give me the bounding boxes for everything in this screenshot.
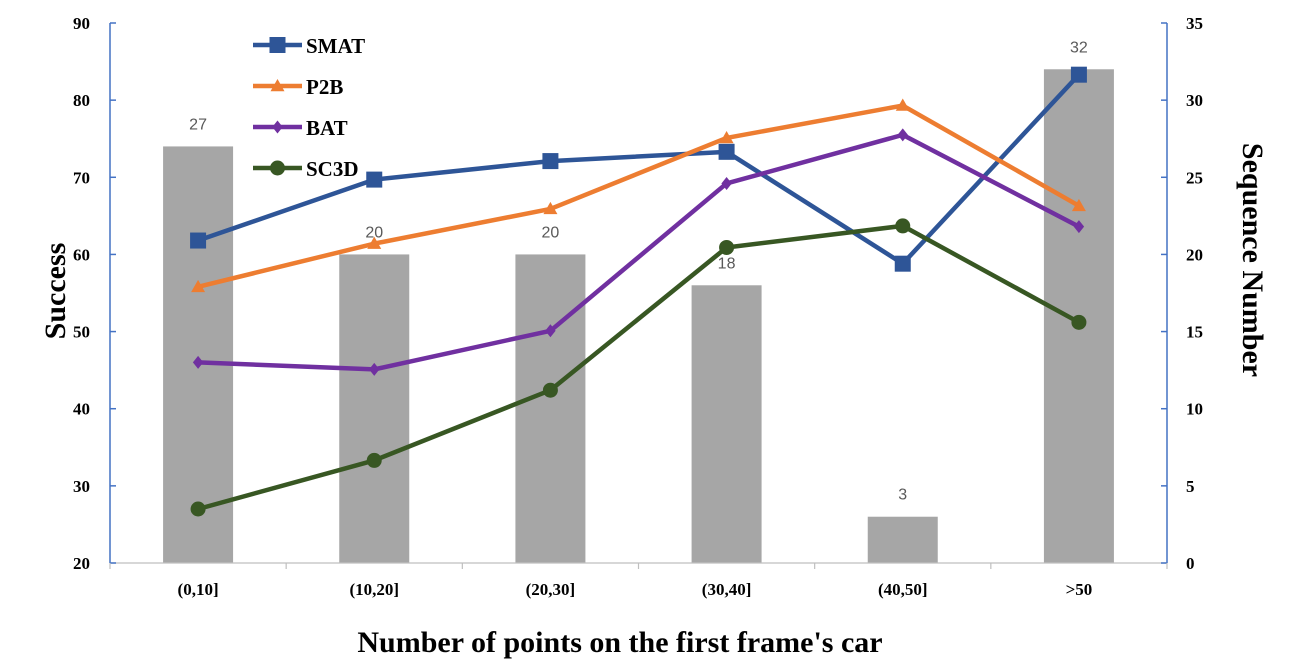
bar-data-label: 27 — [189, 116, 207, 133]
point-bat-2 — [545, 324, 556, 338]
y-tick-label: 50 — [73, 323, 90, 342]
bar-data-label: 18 — [718, 255, 736, 272]
y-tick-label: 20 — [73, 554, 90, 573]
y2-tick-label: 30 — [1186, 91, 1203, 110]
y-tick-label: 40 — [73, 400, 90, 419]
legend-label-sc3d: SC3D — [306, 157, 359, 181]
series-line-bat — [195, 132, 1082, 372]
bar-1 — [339, 254, 410, 563]
x-tick-label: (0,10] — [178, 580, 219, 599]
bar-3 — [691, 285, 762, 563]
x-axis-title: Number of points on the first frame's ca… — [357, 626, 882, 659]
y2-tick-label: 35 — [1186, 14, 1203, 33]
point-bat-4 — [897, 128, 908, 142]
bar-data-label: 3 — [898, 487, 907, 504]
point-bat-0 — [192, 355, 204, 369]
point-bat-5 — [1073, 220, 1085, 234]
y-tick-label: 90 — [73, 14, 90, 33]
point-p2b-0 — [191, 279, 206, 293]
point-smat-0 — [190, 232, 207, 249]
bar-0 — [163, 146, 234, 563]
y-tick-label: 80 — [73, 91, 90, 110]
point-p2b-2 — [543, 201, 558, 215]
x-tick-label: (20,30] — [526, 580, 576, 599]
point-smat-4 — [894, 255, 911, 272]
series-line-sc3d — [195, 223, 1082, 512]
point-p2b-3 — [719, 130, 734, 144]
x-tick-label: (30,40] — [702, 580, 752, 599]
point-sc3d-4 — [895, 218, 911, 234]
legend-marker-sc3d — [270, 160, 285, 176]
bar-data-label: 20 — [542, 224, 560, 241]
lines-layer — [190, 66, 1087, 517]
point-bat-3 — [721, 176, 732, 190]
legend-label-bat: BAT — [306, 116, 348, 140]
y-tick-label: 30 — [73, 477, 90, 496]
bar-2 — [515, 254, 586, 563]
point-sc3d-0 — [190, 501, 206, 517]
point-sc3d-2 — [542, 382, 558, 398]
y2-axis-title: Sequence Number — [1236, 143, 1269, 377]
y2-tick-label: 25 — [1186, 168, 1203, 187]
point-bat-1 — [369, 362, 380, 376]
y-tick-label: 70 — [73, 168, 90, 187]
y2-tick-label: 20 — [1186, 245, 1203, 264]
labels-layer: 27 20 20 18 3 32 — [189, 39, 1088, 503]
point-sc3d-3 — [719, 239, 735, 255]
point-sc3d-1 — [366, 452, 382, 468]
point-p2b-4 — [895, 98, 910, 111]
point-p2b-1 — [367, 236, 382, 249]
y2-tick-label: 10 — [1186, 400, 1203, 419]
y2-tick-label: 15 — [1186, 323, 1203, 342]
x-tick-label: >50 — [1066, 580, 1093, 599]
point-smat-3 — [718, 143, 735, 160]
point-p2b-5 — [1071, 198, 1086, 212]
point-smat-5 — [1070, 66, 1087, 83]
legend: SMAT P2B BAT SC3D — [253, 34, 365, 181]
legend-label-smat: SMAT — [306, 34, 365, 58]
bar-4 — [867, 516, 938, 563]
legend-label-p2b: P2B — [306, 75, 343, 99]
y-axis-title: Success — [39, 243, 72, 340]
series-line-p2b — [195, 103, 1082, 290]
legend-marker-smat — [269, 37, 286, 53]
point-smat-2 — [542, 153, 559, 170]
bar-data-label: 32 — [1070, 39, 1088, 56]
legend-marker-bat — [272, 120, 283, 134]
point-smat-1 — [366, 171, 383, 188]
y2-tick-label: 5 — [1186, 477, 1195, 496]
y-tick-label: 60 — [73, 245, 90, 264]
x-tick-label: (10,20] — [349, 580, 399, 599]
series-line-smat — [195, 72, 1082, 266]
x-tick-label: (40,50] — [878, 580, 928, 599]
legend-marker-p2b — [270, 79, 285, 92]
point-sc3d-5 — [1071, 314, 1087, 330]
bar-data-label: 20 — [365, 224, 383, 241]
axes-layer: 20 30 40 50 60 70 80 90 0 5 10 15 20 25 30 35 (0,10] (10,… — [73, 14, 1203, 599]
y2-tick-label: 0 — [1186, 554, 1195, 573]
